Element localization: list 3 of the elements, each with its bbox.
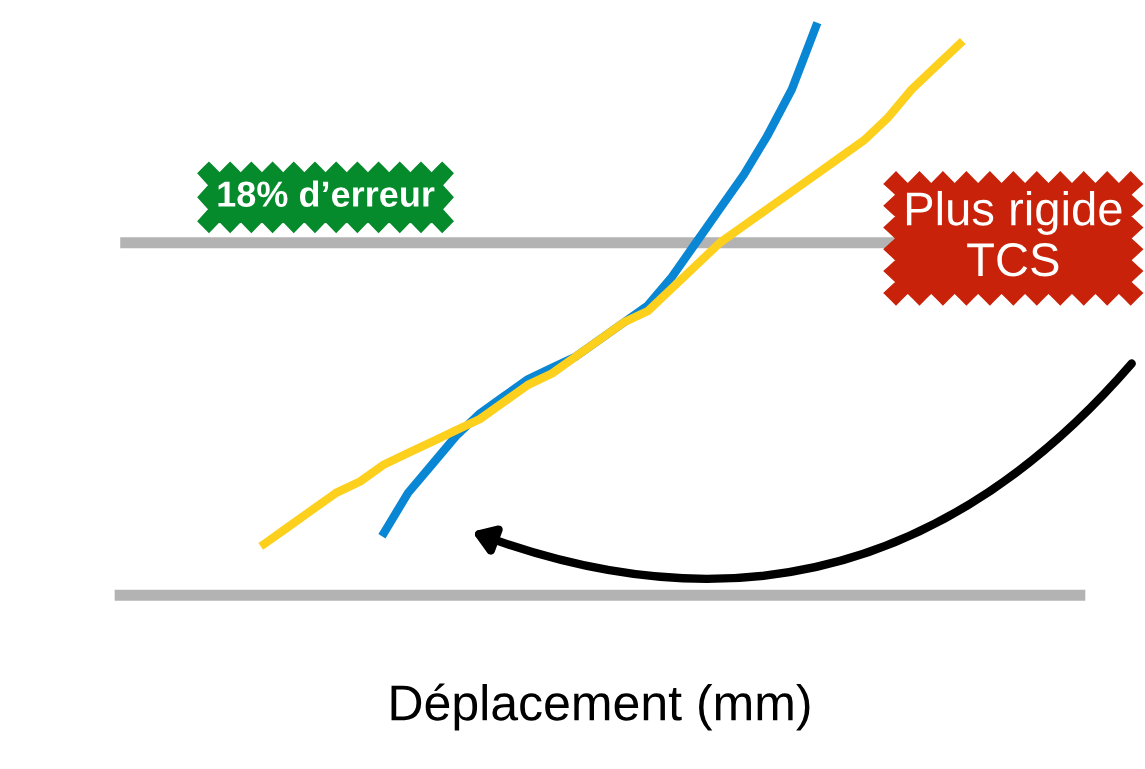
annotation: Plus rigide TCS (906, 190, 1122, 277)
ref-line-label: 18% d’erreur (218, 180, 435, 207)
x-axis-title: Déplacement (mm) (391, 683, 810, 731)
